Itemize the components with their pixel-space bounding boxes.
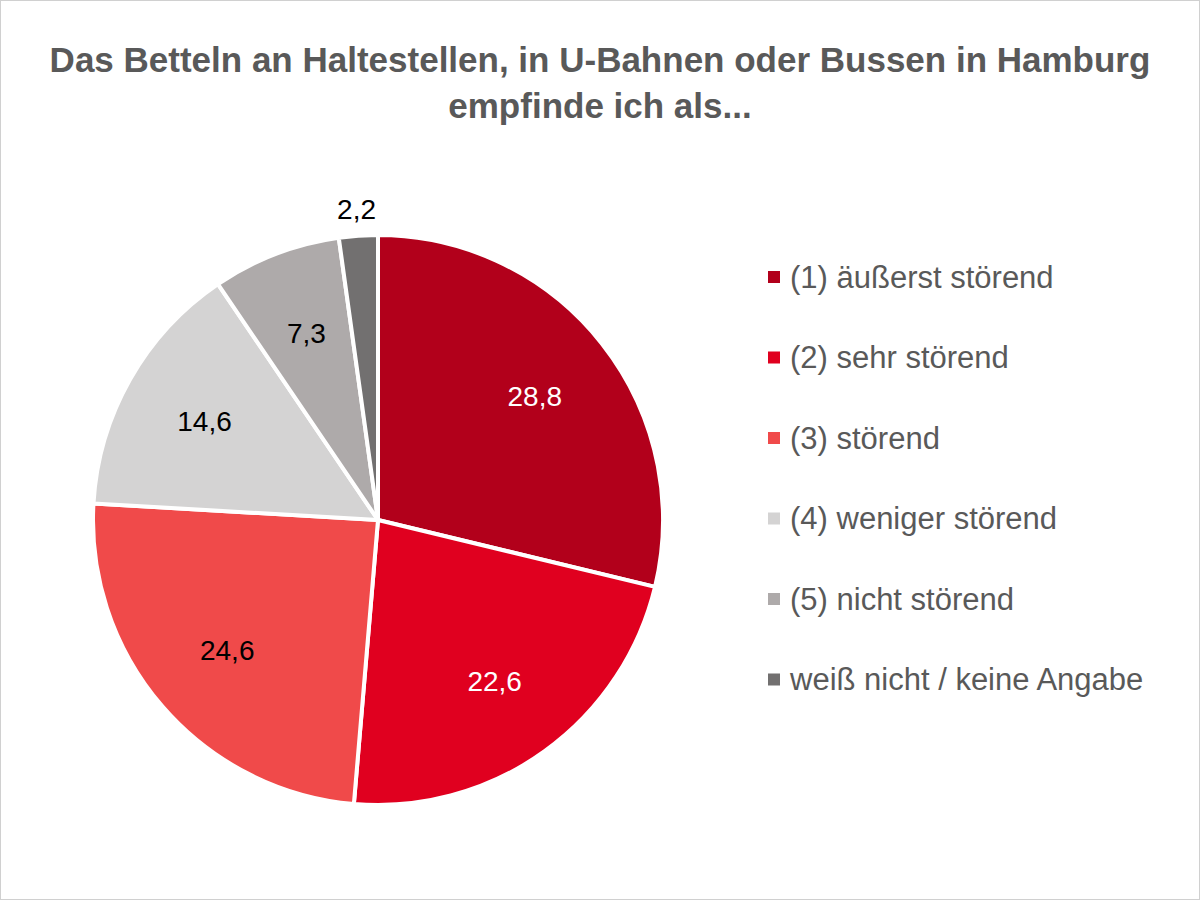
legend-swatch [768, 674, 780, 686]
legend-label: weiß nicht / keine Angabe [789, 662, 1143, 697]
legend-label: (1) äußerst störend [790, 260, 1054, 295]
legend-swatch [768, 432, 780, 444]
data-label: 7,3 [287, 318, 326, 349]
legend-label: (3) störend [790, 421, 940, 456]
legend: (1) äußerst störend (2) sehr störend (3) s… [768, 260, 1143, 698]
data-label: 14,6 [177, 406, 232, 437]
slice [354, 520, 655, 805]
legend-label: (4) weniger störend [790, 501, 1057, 536]
slice [93, 503, 378, 804]
title: Das Betteln an Haltestellen, in U-Bahnen… [50, 40, 1151, 125]
data-label: 28,8 [508, 381, 563, 412]
data-label: 22,6 [467, 666, 522, 697]
title-line: empfinde ich als... [448, 86, 751, 125]
data-label: 2,2 [337, 194, 376, 225]
legend-swatch [768, 513, 780, 525]
title-line: Das Betteln an Haltestellen, in U-Bahnen… [50, 40, 1151, 79]
legend-swatch [768, 593, 780, 605]
legend-label: (5) nicht störend [790, 582, 1014, 617]
legend-swatch [768, 352, 780, 364]
legend-label: (2) sehr störend [790, 340, 1009, 375]
data-labels: 28,8 22,6 24,6 14,6 7,3 2,2 [177, 194, 562, 697]
legend-swatch [768, 271, 780, 283]
chart: Das Betteln an Haltestellen, in U-Bahnen… [0, 0, 1200, 900]
background [1, 1, 1200, 900]
slice [339, 235, 378, 520]
pie [93, 235, 663, 805]
data-label: 24,6 [200, 635, 255, 666]
